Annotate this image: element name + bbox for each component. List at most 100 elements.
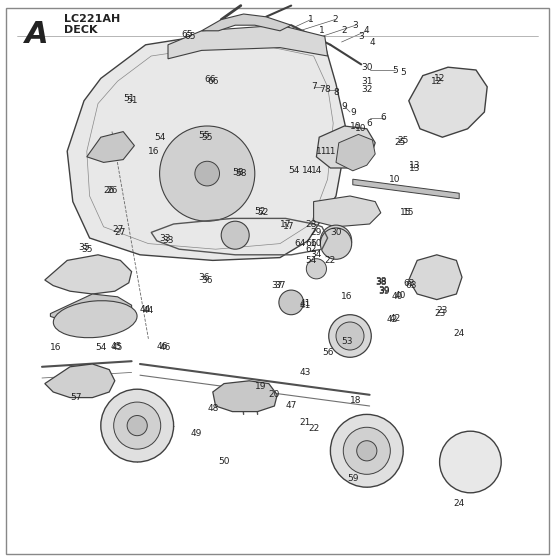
Text: 8: 8 (333, 88, 339, 97)
Text: 55: 55 (202, 133, 213, 142)
Text: 21: 21 (300, 418, 311, 427)
Circle shape (329, 315, 371, 357)
Text: 35: 35 (78, 243, 90, 252)
Text: 36: 36 (199, 273, 210, 282)
Circle shape (440, 431, 501, 493)
Text: 12: 12 (431, 77, 442, 86)
Text: 29: 29 (311, 228, 322, 237)
Text: 3: 3 (358, 32, 364, 41)
Text: 10: 10 (389, 175, 400, 184)
Text: 46: 46 (157, 342, 168, 351)
Text: 4: 4 (364, 26, 370, 35)
Text: 30: 30 (330, 228, 342, 237)
Text: 7: 7 (319, 85, 325, 94)
Text: 35: 35 (81, 245, 92, 254)
Text: 23: 23 (437, 306, 448, 315)
Text: 30: 30 (361, 63, 372, 72)
Text: 63: 63 (406, 281, 417, 290)
Text: 11: 11 (325, 147, 336, 156)
Text: 56: 56 (322, 348, 333, 357)
Text: 39: 39 (378, 286, 389, 295)
Text: 57: 57 (70, 393, 81, 402)
Text: 55: 55 (199, 131, 210, 140)
Text: 54: 54 (288, 166, 300, 175)
Circle shape (306, 259, 326, 279)
Text: 39: 39 (378, 287, 389, 296)
Text: 64: 64 (294, 239, 305, 248)
Text: 22: 22 (308, 424, 319, 433)
Polygon shape (316, 126, 375, 168)
Circle shape (160, 126, 255, 221)
Text: 59: 59 (347, 474, 358, 483)
Circle shape (195, 161, 220, 186)
Polygon shape (409, 67, 487, 137)
Text: 38: 38 (375, 277, 386, 286)
Text: 54: 54 (95, 343, 106, 352)
Circle shape (114, 402, 161, 449)
Text: 27: 27 (115, 228, 126, 237)
Polygon shape (314, 196, 381, 227)
Text: 51: 51 (126, 96, 137, 105)
Text: 17: 17 (280, 220, 291, 228)
Text: 48: 48 (207, 404, 218, 413)
Text: 25: 25 (395, 138, 406, 147)
Circle shape (343, 427, 390, 474)
Circle shape (101, 389, 174, 462)
Circle shape (320, 225, 352, 256)
Text: 54: 54 (305, 256, 316, 265)
Text: 42: 42 (386, 315, 398, 324)
Text: 44: 44 (143, 306, 154, 315)
Text: 8: 8 (325, 85, 330, 94)
Text: 66: 66 (207, 77, 218, 86)
Text: 34: 34 (311, 250, 322, 259)
Polygon shape (409, 255, 462, 300)
Text: 37: 37 (274, 281, 286, 290)
Text: 11: 11 (316, 147, 328, 156)
Text: 24: 24 (454, 500, 465, 508)
Text: 65: 65 (182, 30, 193, 39)
Polygon shape (45, 364, 115, 398)
Text: A: A (25, 20, 49, 49)
Text: 53: 53 (342, 337, 353, 346)
Text: 46: 46 (160, 343, 171, 352)
Text: 10: 10 (350, 122, 361, 130)
Text: 45: 45 (112, 343, 123, 352)
Text: 28: 28 (305, 220, 316, 228)
Text: 16: 16 (148, 147, 160, 156)
Polygon shape (45, 255, 132, 294)
Text: 15: 15 (403, 208, 414, 217)
Text: 58: 58 (235, 169, 246, 178)
Text: 50: 50 (218, 458, 230, 466)
Text: 6: 6 (381, 113, 386, 122)
Text: 42: 42 (389, 314, 400, 323)
Text: 2: 2 (342, 26, 347, 35)
Polygon shape (67, 28, 347, 260)
Text: 49: 49 (190, 430, 202, 438)
Circle shape (357, 441, 377, 461)
Text: 63: 63 (403, 279, 414, 288)
Text: 52: 52 (258, 208, 269, 217)
Text: 52: 52 (255, 207, 266, 216)
Text: 47: 47 (286, 402, 297, 410)
Text: 15: 15 (400, 208, 412, 217)
Text: 6: 6 (367, 119, 372, 128)
Text: 18: 18 (350, 396, 361, 405)
Text: 22: 22 (325, 256, 336, 265)
Text: 27: 27 (112, 225, 123, 234)
Text: 54: 54 (154, 133, 165, 142)
Polygon shape (202, 14, 291, 31)
Circle shape (127, 416, 147, 436)
Text: 65: 65 (185, 32, 196, 41)
Text: 40: 40 (395, 291, 406, 300)
Text: 16: 16 (342, 292, 353, 301)
Text: 2: 2 (332, 15, 338, 24)
Text: 13: 13 (409, 161, 420, 170)
Text: 5: 5 (400, 68, 406, 77)
Text: 26: 26 (106, 186, 118, 195)
Circle shape (279, 290, 304, 315)
Polygon shape (87, 132, 134, 162)
Text: 1: 1 (319, 26, 325, 35)
Text: 37: 37 (272, 281, 283, 290)
Text: 16: 16 (50, 343, 62, 352)
Polygon shape (336, 134, 375, 171)
